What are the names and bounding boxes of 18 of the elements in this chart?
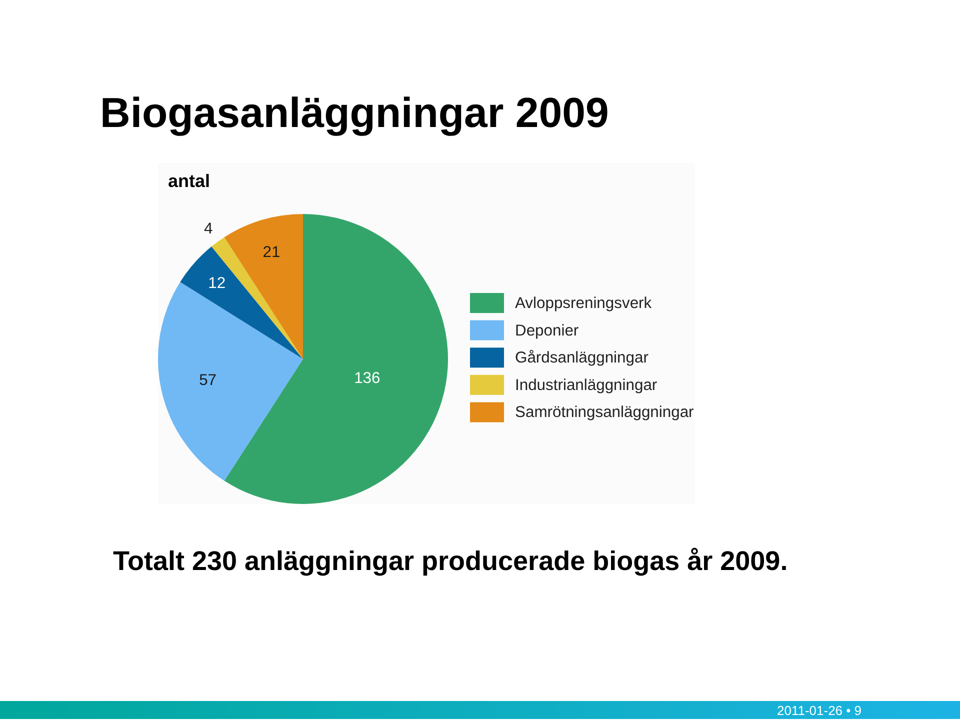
pie-slice: [224, 214, 448, 504]
chart-subtitle: antal: [168, 171, 210, 191]
data-label: 4: [204, 220, 213, 238]
pie-slice: [180, 246, 303, 359]
legend-label: Samrötningsanläggningar: [515, 404, 694, 422]
chart-title: Biogasanläggningar 2009: [100, 89, 609, 136]
data-label: 12: [208, 274, 226, 292]
legend-label: Avloppsreningsverk: [515, 295, 652, 312]
data-label: 21: [262, 244, 280, 262]
legend-label: Deponier: [515, 322, 579, 340]
pie-slice: [224, 214, 303, 359]
data-label: 57: [199, 372, 217, 390]
legend-label: Industrianläggningar: [515, 376, 658, 394]
pie-slice: [211, 237, 303, 359]
legend-label: Gårdsanläggningar: [515, 350, 648, 367]
data-label: 136: [354, 370, 381, 387]
text: 2011-01-26 • 9: [777, 703, 862, 718]
text: Totalt 230 anläggningar producerade biogas år 2009.: [113, 546, 788, 576]
